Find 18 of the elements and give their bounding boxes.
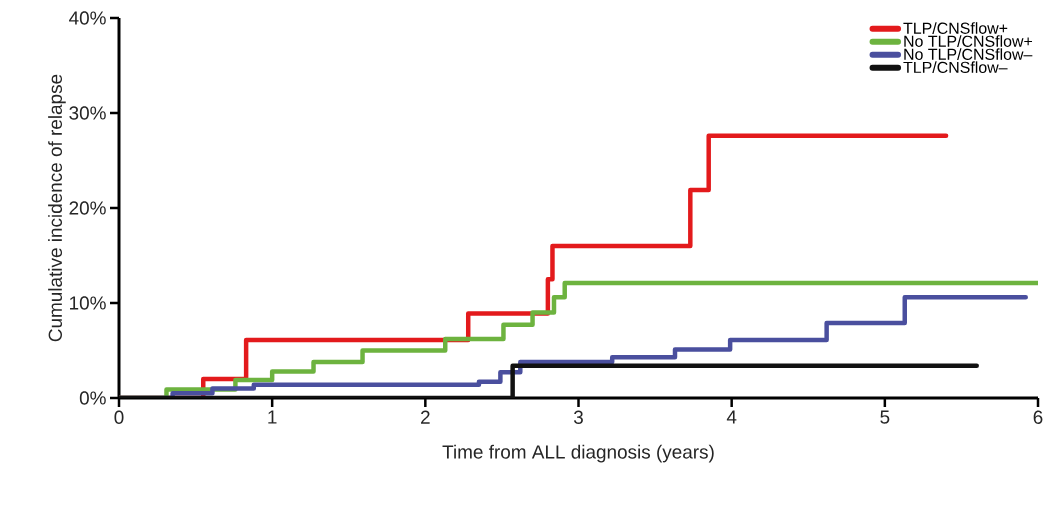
x-tick-label: 6 bbox=[1033, 410, 1043, 424]
legend-label: TLP/CNSflow+ bbox=[903, 22, 1008, 34]
x-tick-label: 4 bbox=[726, 410, 737, 424]
x-tick-label: 2 bbox=[421, 410, 430, 424]
legend-label: No TLP/CNSflow– bbox=[904, 48, 1033, 60]
x-tick-label: 1 bbox=[268, 410, 277, 424]
y-tick-label: 0% bbox=[79, 391, 106, 405]
y-tick-label: 10% bbox=[70, 296, 106, 310]
x-tick-label: 3 bbox=[573, 410, 583, 424]
legend-label: TLP/CNSflow– bbox=[903, 61, 1008, 74]
x-tick-label: 5 bbox=[880, 410, 890, 424]
y-axis-title: Cumulative incidence of relapse bbox=[48, 74, 66, 342]
y-tick-label: 20% bbox=[69, 201, 106, 215]
x-axis-title: Time from ALL diagnosis (years) bbox=[442, 444, 714, 463]
legend-label: No TLP/CNSflow+ bbox=[904, 35, 1032, 47]
x-tick-label: 0 bbox=[114, 410, 124, 424]
y-tick-label: 30% bbox=[69, 106, 106, 120]
y-tick-label: 40% bbox=[69, 11, 106, 25]
